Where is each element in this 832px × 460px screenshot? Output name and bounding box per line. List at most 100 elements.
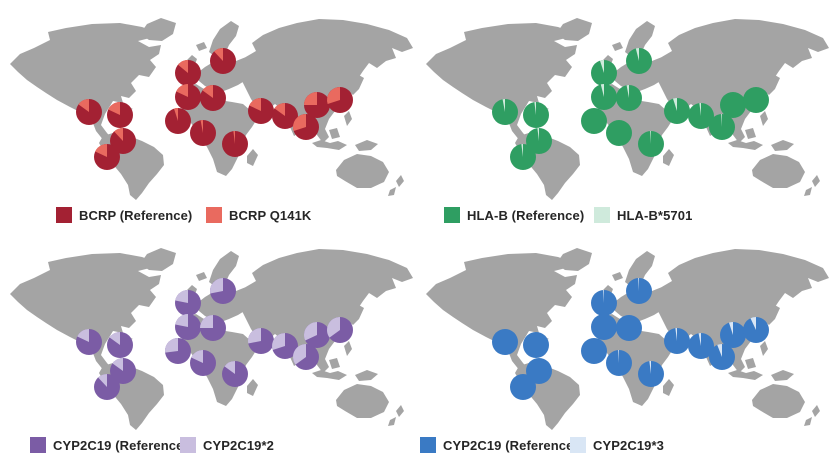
pie-western-south-america — [510, 374, 536, 400]
pie-iberian-peninsula — [591, 84, 617, 110]
pie-east-africa — [638, 131, 664, 157]
world-map-cyp2c19-star2 — [10, 248, 413, 430]
pie-caribbean — [523, 101, 549, 128]
pie-southern-europe — [200, 85, 226, 111]
legend-swatch-variant — [206, 207, 222, 223]
legend-label-reference: BCRP (Reference) — [79, 207, 193, 223]
pie-british-isles — [591, 60, 617, 86]
legend-label-variant: CYP2C19*2 — [203, 437, 274, 453]
pie-north-america — [492, 98, 518, 125]
pie-central-africa — [606, 350, 632, 376]
pie-british-isles — [591, 290, 617, 316]
pie-scandinavia — [626, 278, 652, 304]
pie-western-south-america — [510, 143, 536, 170]
pie-layer — [492, 278, 769, 400]
legend-item-reference: BCRP (Reference) — [56, 207, 206, 223]
legend-label-variant: CYP2C19*3 — [593, 437, 664, 453]
pie-north-america — [492, 329, 518, 355]
legend-item-reference: HLA-B (Reference) — [444, 207, 594, 223]
world-map-bcrp — [10, 18, 413, 200]
legend-item-reference: CYP2C19 (Reference) — [30, 437, 188, 453]
pie-iberian-peninsula — [591, 314, 617, 340]
world-map-cyp2c19-star3 — [426, 248, 829, 430]
pie-west-africa — [165, 108, 191, 134]
pie-east-asia — [720, 322, 746, 348]
pie-japan — [327, 87, 353, 113]
pie-northern-south-america — [526, 127, 552, 154]
pie-scandinavia — [626, 48, 652, 74]
pie-east-africa — [222, 131, 248, 157]
pie-island-southeast-asia — [293, 114, 319, 140]
pie-mainland-southeast-asia — [272, 103, 298, 129]
legend-item-variant: BCRP Q141K — [206, 207, 311, 223]
pie-north-america — [76, 329, 102, 355]
pie-japan — [743, 87, 769, 113]
pie-island-southeast-asia — [709, 344, 735, 370]
legend-label-variant: HLA-B*5701 — [617, 207, 693, 223]
pie-west-africa — [581, 108, 607, 134]
pie-scandinavia — [209, 278, 236, 304]
pie-southern-europe — [616, 315, 642, 341]
legend-item-reference: CYP2C19 (Reference) — [420, 437, 578, 453]
pie-layer — [492, 48, 769, 170]
pie-southern-europe — [616, 85, 642, 111]
map-panel-bcrp: BCRP (Reference) BCRP Q141K — [0, 0, 416, 230]
pie-mainland-southeast-asia — [688, 102, 714, 129]
pie-west-africa — [164, 338, 191, 364]
pie-northern-south-america — [110, 127, 136, 154]
pie-island-southeast-asia — [709, 114, 735, 140]
pie-western-south-america — [94, 144, 120, 170]
map-panel-cyp2c19-star3: CYP2C19 (Reference) CYP2C19*3 — [416, 230, 832, 460]
legend-cyp2c19-star3: CYP2C19 (Reference) CYP2C19*3 — [416, 433, 832, 457]
pie-southern-europe — [200, 315, 226, 341]
pie-northern-south-america — [526, 358, 552, 384]
pie-caribbean — [107, 332, 133, 358]
pie-south-asia — [664, 328, 690, 354]
legend-cyp2c19-star2: CYP2C19 (Reference) CYP2C19*2 — [0, 433, 416, 457]
pie-south-asia — [247, 328, 274, 354]
map-panel-hla-b: HLA-B (Reference) HLA-B*5701 — [416, 0, 832, 230]
legend-swatch-reference — [420, 437, 436, 453]
legend-item-variant: HLA-B*5701 — [594, 207, 692, 223]
legend-label-reference: HLA-B (Reference) — [467, 207, 585, 223]
legend-swatch-reference — [56, 207, 72, 223]
pie-east-africa — [638, 361, 664, 387]
pie-mainland-southeast-asia — [272, 333, 298, 359]
pie-west-africa — [581, 338, 607, 364]
legend-bcrp: BCRP (Reference) BCRP Q141K — [0, 203, 416, 227]
legend-label-reference: CYP2C19 (Reference) — [443, 437, 578, 453]
pie-central-africa — [190, 350, 216, 376]
legend-label-variant: BCRP Q141K — [229, 207, 312, 223]
pie-central-africa — [606, 120, 632, 146]
legend-item-variant: CYP2C19*3 — [570, 437, 664, 453]
legend-swatch-reference — [444, 207, 460, 223]
pie-island-southeast-asia — [292, 344, 319, 370]
pie-east-asia — [304, 322, 330, 348]
pie-east-asia — [720, 92, 746, 118]
legend-swatch-variant — [570, 437, 586, 453]
map-panel-cyp2c19-star2: CYP2C19 (Reference) CYP2C19*2 — [0, 230, 416, 460]
pie-south-asia — [664, 98, 690, 124]
pie-east-africa — [222, 361, 248, 387]
pie-central-africa — [190, 120, 216, 146]
pie-north-america — [76, 98, 102, 125]
legend-swatch-variant — [594, 207, 610, 223]
pie-western-south-america — [94, 374, 120, 400]
pie-japan — [743, 317, 769, 343]
legend-hla-b: HLA-B (Reference) HLA-B*5701 — [416, 203, 832, 227]
pie-caribbean — [523, 332, 549, 358]
legend-swatch-variant — [180, 437, 196, 453]
legend-item-variant: CYP2C19*2 — [180, 437, 274, 453]
pie-british-isles — [175, 59, 201, 86]
pie-layer — [76, 48, 353, 170]
pie-layer — [76, 278, 353, 400]
pie-scandinavia — [210, 48, 236, 74]
pie-british-isles — [175, 290, 201, 316]
legend-label-reference: CYP2C19 (Reference) — [53, 437, 188, 453]
pie-japan — [326, 317, 353, 343]
legend-swatch-reference — [30, 437, 46, 453]
world-map-hla-b — [426, 18, 829, 200]
pie-south-asia — [248, 98, 274, 124]
pie-iberian-peninsula — [175, 314, 201, 340]
